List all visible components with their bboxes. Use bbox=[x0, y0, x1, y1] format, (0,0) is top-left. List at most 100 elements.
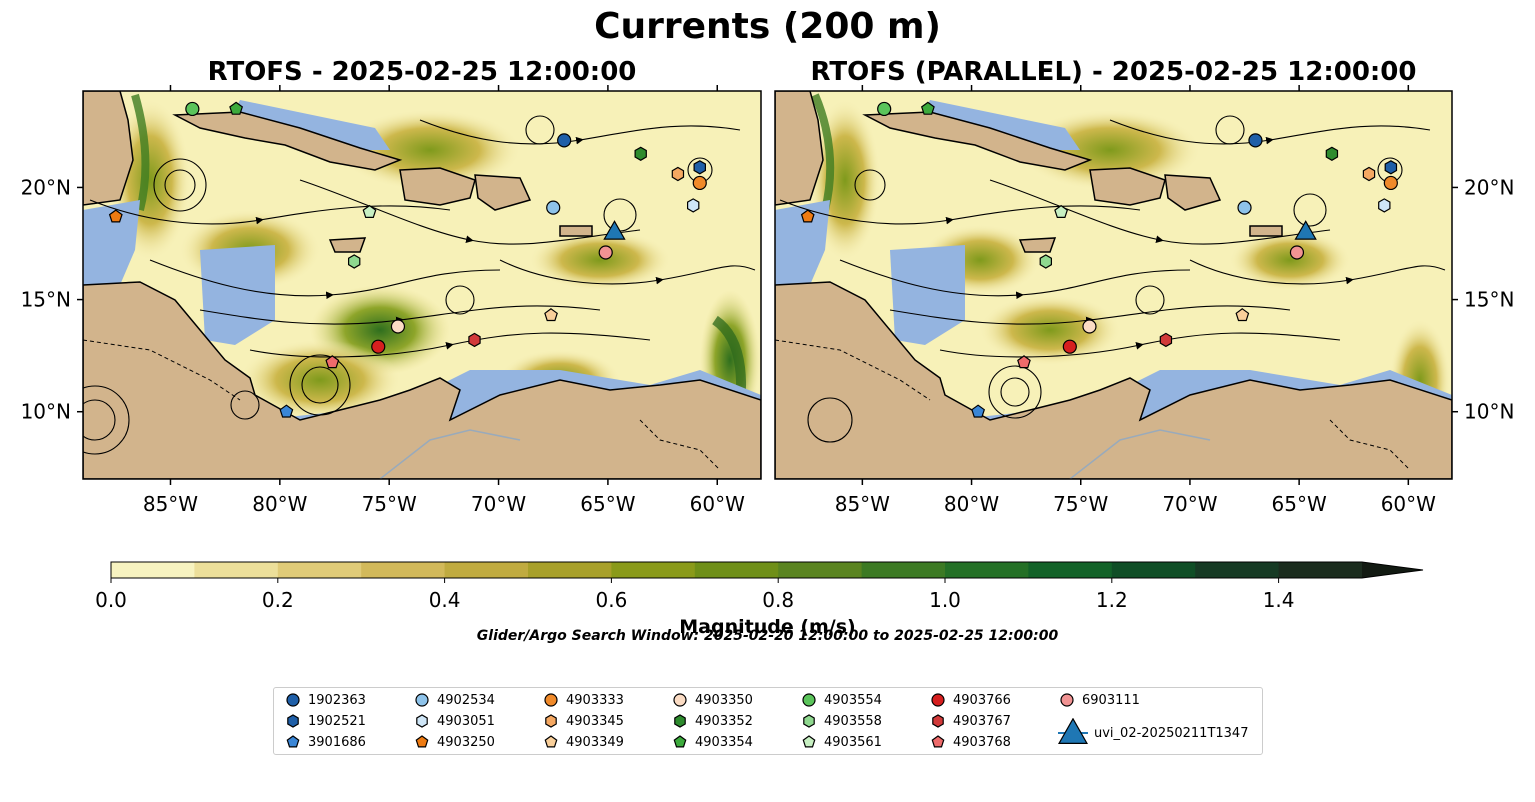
float-marker-4903333 bbox=[692, 175, 707, 191]
circle-marker-icon bbox=[1060, 693, 1074, 707]
colorbar-tick-label: 0.0 bbox=[95, 588, 127, 612]
lon-tick-label: 75°W bbox=[1053, 492, 1108, 516]
legend-label: 4903352 bbox=[695, 713, 753, 729]
legend-item-4903350: 4903350 bbox=[671, 690, 753, 710]
legend-label: 4903354 bbox=[695, 734, 753, 750]
hexagon-marker-icon bbox=[287, 714, 299, 728]
legend-marker bbox=[286, 693, 300, 707]
float-marker-4903352 bbox=[1325, 146, 1339, 161]
legend-label: uvi_02-20250211T1347 bbox=[1094, 725, 1249, 741]
legend-label: 4903561 bbox=[824, 734, 882, 750]
colorbar-tick-label: 0.2 bbox=[262, 588, 294, 612]
legend-label: 1902363 bbox=[308, 692, 366, 708]
panel-title-rtofs: RTOFS - 2025-02-25 12:00:00 bbox=[207, 57, 637, 87]
streamlines-right bbox=[779, 115, 1446, 443]
hexagon-marker-icon bbox=[545, 714, 557, 728]
map-panel-left bbox=[82, 90, 762, 480]
legend-label: 4903350 bbox=[695, 692, 753, 708]
float-marker-4903352 bbox=[634, 146, 647, 161]
legend-marker bbox=[674, 714, 686, 728]
float-marker-4903767 bbox=[468, 332, 481, 348]
lon-tick-label: 65°W bbox=[1272, 492, 1327, 516]
legend-marker bbox=[802, 735, 816, 748]
circle-marker-icon bbox=[544, 693, 558, 707]
float-marker-6903111 bbox=[598, 245, 613, 260]
legend-item-4903051: 4903051 bbox=[413, 711, 495, 731]
legend-item-1902521: 1902521 bbox=[284, 711, 366, 731]
float-marker-4903345 bbox=[1362, 166, 1376, 182]
float-marker-4903558 bbox=[1039, 254, 1052, 269]
legend-marker bbox=[415, 693, 429, 707]
axis-ticks: 85°W 80°W 75°W 70°W 65°W 60°W 20°N 15°N 10°N 85°W… bbox=[21, 85, 1514, 516]
legend-label: 6903111 bbox=[1082, 692, 1140, 708]
legend-marker bbox=[544, 735, 558, 748]
lat-tick-label: 10°N bbox=[21, 400, 71, 424]
legend-label: 4903558 bbox=[824, 713, 882, 729]
legend-marker bbox=[673, 693, 687, 707]
circle-marker-icon bbox=[415, 693, 429, 707]
float-marker-4903350 bbox=[390, 319, 406, 334]
float-marker-4902534 bbox=[546, 200, 561, 215]
float-marker-3901686 bbox=[971, 404, 986, 418]
legend: 1902363 1902521 3901686 4902534 4903051 49032… bbox=[273, 687, 1263, 755]
lon-tick-label: 80°W bbox=[944, 492, 999, 516]
legend-marker bbox=[803, 714, 815, 728]
float-marker-4903554 bbox=[185, 101, 200, 117]
legend-marker bbox=[931, 735, 945, 748]
legend-marker bbox=[544, 693, 558, 707]
colorbar-label: Magnitude (m/s) bbox=[679, 616, 856, 638]
float-marker-4903350 bbox=[1082, 319, 1097, 334]
lat-tick-label: 20°N bbox=[21, 175, 71, 199]
lon-tick-label: 65°W bbox=[580, 492, 635, 516]
lon-tick-label: 85°W bbox=[143, 492, 198, 516]
pentagon-marker-icon bbox=[415, 735, 429, 748]
float-marker-4903766 bbox=[1062, 339, 1077, 354]
legend-item-3901686: 3901686 bbox=[284, 732, 366, 752]
legend-label: 4903333 bbox=[566, 692, 624, 708]
legend-label: 4903345 bbox=[566, 713, 624, 729]
lon-tick-label: 85°W bbox=[835, 492, 890, 516]
legend-marker bbox=[1060, 693, 1074, 707]
triangle-marker-icon bbox=[1058, 718, 1088, 744]
search-window-note: Glider/Argo Search Window: 2025-02-20 12… bbox=[476, 628, 1059, 644]
legend-marker bbox=[673, 735, 687, 748]
legend-item-4903333: 4903333 bbox=[542, 690, 624, 710]
hexagon-marker-icon bbox=[803, 714, 815, 728]
pentagon-marker-icon bbox=[673, 735, 687, 748]
float-marker-4903345 bbox=[671, 166, 685, 182]
legend-label: 4903767 bbox=[953, 713, 1011, 729]
legend-item-4903766: 4903766 bbox=[929, 690, 1011, 710]
float-marker-uvi_02-20250211T1347 bbox=[603, 220, 626, 240]
legend-item-4903345: 4903345 bbox=[542, 711, 624, 731]
colorbar-tick-label: 0.6 bbox=[595, 588, 627, 612]
legend-label: 4903766 bbox=[953, 692, 1011, 708]
circle-marker-icon bbox=[802, 693, 816, 707]
colorbar-tick-label: 1.2 bbox=[1096, 588, 1128, 612]
legend-marker bbox=[932, 714, 944, 728]
float-marker-4903354 bbox=[229, 101, 244, 115]
float-marker-3901686 bbox=[279, 404, 294, 418]
legend-item-4903352: 4903352 bbox=[671, 711, 753, 731]
legend-item-uvi_02-20250211T1347: uvi_02-20250211T1347 bbox=[1058, 718, 1249, 744]
lat-tick-label: 20°N bbox=[1464, 175, 1514, 199]
legend-item-4903354: 4903354 bbox=[671, 732, 753, 752]
lon-tick-label: 70°W bbox=[471, 492, 526, 516]
float-marker-1902521 bbox=[693, 160, 706, 175]
colorbar-tick-label: 0.4 bbox=[429, 588, 461, 612]
float-marker-6903111 bbox=[1289, 245, 1305, 260]
legend-marker bbox=[802, 693, 816, 707]
lat-tick-label: 15°N bbox=[21, 288, 71, 312]
float-marker-4903768 bbox=[325, 355, 340, 369]
legend-item-4903250: 4903250 bbox=[413, 732, 495, 752]
legend-item-4903767: 4903767 bbox=[929, 711, 1011, 731]
legend-label: 1902521 bbox=[308, 713, 366, 729]
pentagon-marker-icon bbox=[931, 735, 945, 748]
legend-item-1902363: 1902363 bbox=[284, 690, 366, 710]
legend-item-4903561: 4903561 bbox=[800, 732, 882, 752]
hexagon-marker-icon bbox=[416, 714, 428, 728]
legend-item-4902534: 4902534 bbox=[413, 690, 495, 710]
circle-marker-icon bbox=[286, 693, 300, 707]
legend-item-4903349: 4903349 bbox=[542, 732, 624, 752]
colorbar: 0.0 0.2 0.4 0.6 0.8 1.0 1.2 1.4 bbox=[95, 561, 1424, 612]
